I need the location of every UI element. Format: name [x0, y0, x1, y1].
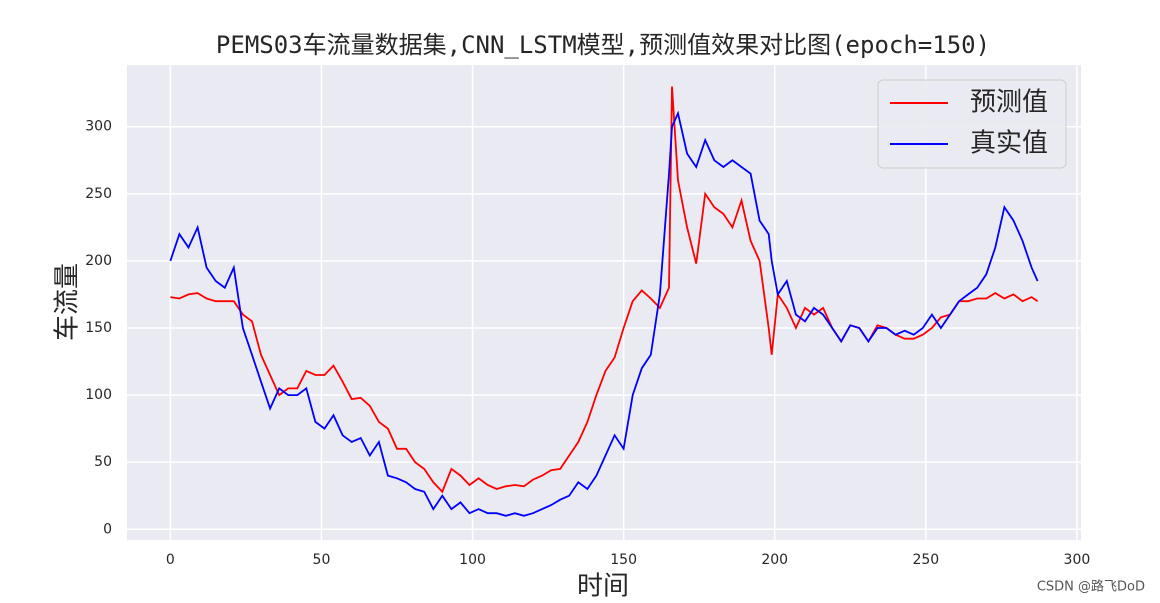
x-tick-label: 0 — [166, 552, 175, 568]
x-tick-label: 200 — [761, 552, 788, 568]
x-tick-label: 150 — [610, 552, 637, 568]
series-line — [169, 110, 1039, 517]
x-tick-label: 300 — [1064, 552, 1091, 568]
y-tick-label: 100 — [85, 387, 112, 403]
y-tick-label: 300 — [85, 119, 112, 135]
watermark: CSDN @路飞DoD — [1037, 579, 1145, 595]
legend-label: 真实值 — [970, 129, 1048, 159]
y-tick-label: 0 — [103, 521, 112, 537]
x-axis-label: 时间 — [577, 572, 629, 602]
x-tick-label: 100 — [459, 552, 486, 568]
x-tick-label: 50 — [313, 552, 331, 568]
y-axis-label: 车流量 — [53, 263, 83, 341]
y-tick-label: 150 — [85, 320, 112, 336]
y-tick-label: 50 — [94, 454, 112, 470]
y-tick-label: 200 — [85, 253, 112, 269]
legend-label: 预测值 — [970, 88, 1048, 118]
chart-title: PEMS03车流量数据集,CNN_LSTM模型,预测值效果对比图(epoch=1… — [216, 31, 990, 59]
y-tick-label: 250 — [85, 186, 112, 202]
x-tick-label: 250 — [912, 552, 939, 568]
